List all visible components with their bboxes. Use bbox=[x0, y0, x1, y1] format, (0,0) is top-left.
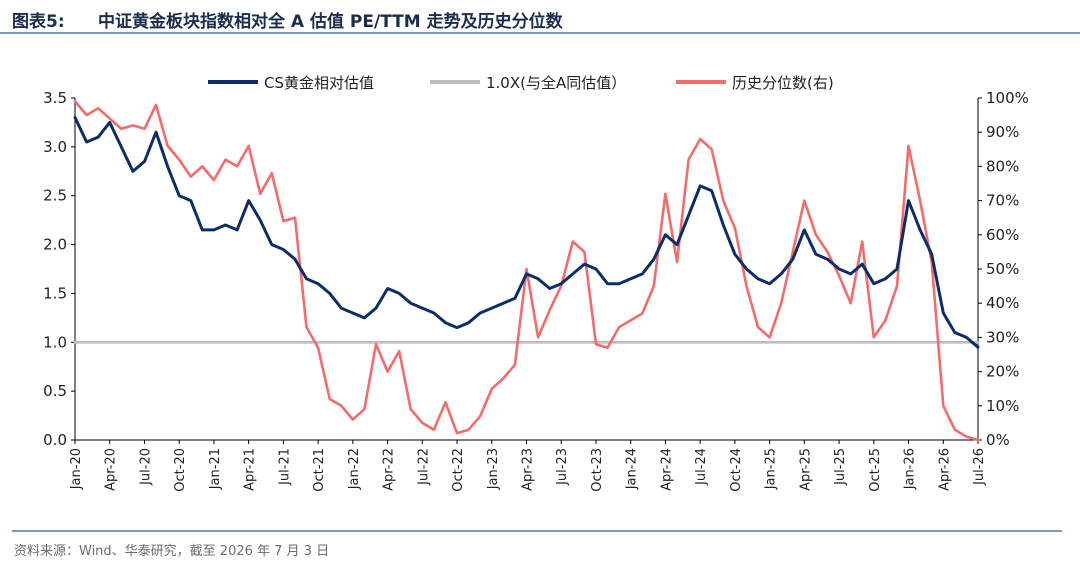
x-tick-label: Jul-25 bbox=[833, 448, 848, 486]
series-line-percentile bbox=[73, 100, 980, 442]
x-tick-label: Apr-21 bbox=[243, 448, 258, 491]
y-right-tick-label: 30% bbox=[986, 328, 1019, 346]
series-line-relative-valuation bbox=[73, 116, 980, 349]
y-left-tick-label: 1.5 bbox=[43, 284, 67, 302]
y-right-tick-label: 20% bbox=[986, 363, 1019, 381]
x-tick-label: Apr-20 bbox=[104, 448, 119, 491]
x-tick-label: Apr-24 bbox=[659, 448, 674, 491]
x-tick-label: Apr-25 bbox=[798, 448, 813, 491]
y-right-tick-label: 10% bbox=[986, 397, 1019, 415]
x-tick-label: Jan-20 bbox=[69, 448, 84, 490]
figure-label: 图表5: bbox=[12, 12, 65, 32]
legend-item-baseline-1x-label: 1.0X(与全A同估值） bbox=[486, 74, 626, 92]
chart-area: 0.0 0.5 1.0 1.5 2.0 2.5 3.0 3.5 0% 10% 20% 30% 40% 50… bbox=[43, 74, 1029, 492]
y-left-tick-label: 2.5 bbox=[43, 187, 67, 205]
x-tick-label: Oct-22 bbox=[451, 448, 466, 492]
x-tick-label: Oct-25 bbox=[868, 448, 883, 492]
x-tick-label: Jul-23 bbox=[555, 448, 570, 486]
x-tick-label: Jul-24 bbox=[694, 448, 709, 486]
title-bar: 图表5: 中证黄金板块指数相对全 A 估值 PE/TTM 走势及历史分位数 bbox=[0, 0, 1080, 34]
y-left-tick-label: 0.0 bbox=[43, 431, 67, 449]
x-tick-label: Jul-22 bbox=[416, 448, 431, 486]
y-left-tick-label: 0.5 bbox=[43, 382, 67, 400]
y-right-tick-label: 50% bbox=[986, 260, 1019, 278]
x-tick-label: Oct-20 bbox=[173, 448, 188, 492]
chart-title: 中证黄金板块指数相对全 A 估值 PE/TTM 走势及历史分位数 bbox=[98, 12, 563, 32]
x-tick-label: Apr-22 bbox=[382, 448, 397, 491]
x-tick-label: Apr-23 bbox=[521, 448, 536, 491]
y-left-tick-label: 2.0 bbox=[43, 236, 67, 254]
x-tick-label: Apr-26 bbox=[937, 448, 952, 491]
x-tick-label: Jan-26 bbox=[903, 448, 918, 490]
x-tick-label: Oct-23 bbox=[590, 448, 605, 492]
y-left-tick-label: 1.0 bbox=[43, 333, 67, 351]
x-tick-label: Jul-21 bbox=[277, 448, 292, 486]
y-left-tick-label: 3.5 bbox=[43, 89, 67, 107]
y-right-tick-label: 80% bbox=[986, 157, 1019, 175]
y-right-tick-label: 0% bbox=[986, 431, 1010, 449]
x-tick-label: Oct-21 bbox=[312, 448, 327, 492]
footer-divider bbox=[12, 530, 1062, 532]
x-tick-label: Jan-23 bbox=[486, 448, 501, 490]
source-note: 资料来源：Wind、华泰研究，截至 2026 年 7 月 3 日 bbox=[14, 544, 330, 559]
x-tick-label: Oct-24 bbox=[729, 448, 744, 492]
y-right-tick-label: 70% bbox=[986, 192, 1019, 210]
legend-item-relative-valuation-label: CS黄金相对估值 bbox=[264, 74, 374, 92]
y-right-tick-label: 90% bbox=[986, 123, 1019, 141]
x-tick-label: Jul-20 bbox=[138, 448, 153, 486]
x-tick-label: Jan-25 bbox=[764, 448, 779, 490]
x-tick-label: Jan-21 bbox=[208, 448, 223, 490]
y-left-tick-label: 3.0 bbox=[43, 138, 67, 156]
y-right-tick-label: 60% bbox=[986, 226, 1019, 244]
x-tick-label: Jul-26 bbox=[972, 448, 987, 486]
y-right-tick-label: 100% bbox=[986, 89, 1029, 107]
x-tick-label: Jan-22 bbox=[347, 448, 362, 490]
x-tick-label: Jan-24 bbox=[625, 448, 640, 490]
legend-item-percentile-label: 历史分位数(右) bbox=[732, 74, 834, 92]
y-right-tick-label: 40% bbox=[986, 294, 1019, 312]
